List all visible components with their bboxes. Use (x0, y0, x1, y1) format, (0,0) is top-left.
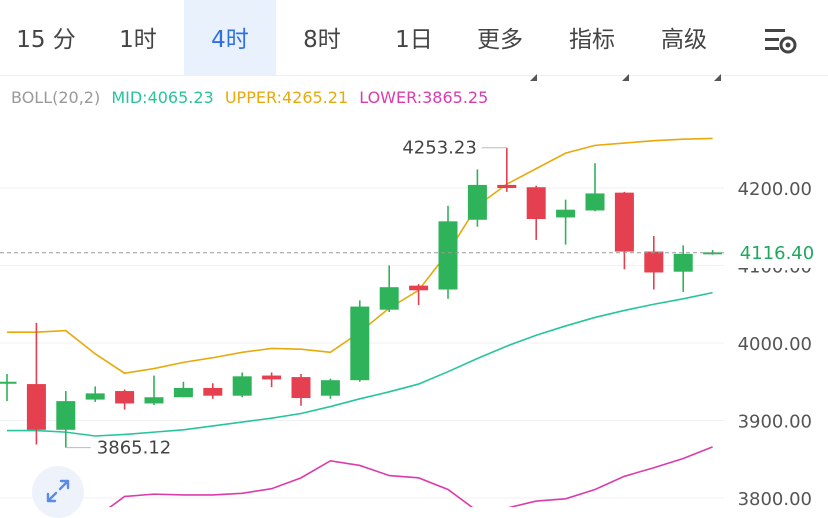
tab-label: 1时 (119, 27, 157, 53)
low-price-label: 3865.12 (97, 438, 171, 459)
candle-body (379, 287, 399, 310)
timeframe-bar: 15 分 1时 4时 8时 1日 更多 指标 高级 (0, 0, 828, 81)
dropdown-triangle-icon (714, 74, 721, 81)
candle-body (556, 209, 576, 218)
candle-body (232, 376, 252, 396)
tab-5[interactable]: 更多 (460, 0, 552, 81)
tab-2[interactable]: 4时 (184, 0, 276, 76)
tab-4[interactable]: 1日 (368, 0, 460, 76)
candle-body (173, 387, 193, 398)
dropdown-triangle-icon (530, 74, 537, 81)
candle-body (144, 397, 164, 404)
tab-0[interactable]: 15 分 (0, 0, 92, 76)
candle-body (644, 251, 664, 273)
y-tick-label: 3800.00 (738, 489, 812, 507)
candle-body (115, 391, 135, 404)
y-tick-label: 3900.00 (738, 412, 812, 433)
candle-body (85, 393, 105, 400)
candle-body (350, 306, 370, 381)
candle-body (56, 401, 76, 430)
tab-label: 更多 (477, 27, 537, 81)
candle-body (703, 252, 723, 255)
candle-body (291, 377, 311, 399)
boll-mid-line (7, 291, 713, 437)
candle-body (26, 384, 46, 430)
candle-body (673, 253, 693, 272)
candle-body (438, 221, 458, 290)
tab-label: 1日 (395, 27, 433, 53)
current-price-label: 4116.40 (726, 240, 828, 268)
tab-7[interactable]: 高级 (644, 0, 736, 81)
tab-label: 15 分 (16, 27, 76, 53)
tab-3[interactable]: 8时 (276, 0, 368, 76)
candle-body (203, 387, 223, 396)
tab-label: 高级 (661, 27, 721, 81)
tab-6[interactable]: 指标 (552, 0, 644, 81)
candle-body (0, 381, 17, 384)
candle-body (585, 193, 605, 211)
candle-body (526, 187, 546, 219)
candle-body (497, 184, 517, 188)
y-tick-label: 4000.00 (738, 334, 812, 355)
tab-label: 8时 (303, 27, 341, 53)
boll-upper-value: UPPER:4265.21 (224, 88, 349, 107)
candlestick-chart[interactable]: 4200.004100.004000.003900.003800.004253.… (0, 0, 828, 507)
y-tick-label: 4200.00 (738, 179, 812, 200)
candle-body (262, 375, 282, 380)
tab-label: 4时 (211, 27, 249, 53)
boll-legend: BOLL(20,2) MID:4065.23 UPPER:4265.21 LOW… (11, 88, 494, 107)
expand-arrows-icon (46, 479, 70, 503)
candle-body (320, 380, 340, 396)
dropdown-triangle-icon (622, 74, 629, 81)
boll-mid-value: MID:4065.23 (111, 88, 214, 107)
tab-1[interactable]: 1时 (92, 0, 184, 76)
chart-settings-icon[interactable] (764, 26, 798, 54)
candle-body (614, 192, 634, 252)
candle-body (409, 285, 429, 291)
tab-label: 指标 (569, 27, 629, 81)
expand-button[interactable] (32, 466, 84, 518)
boll-lower-line (108, 446, 713, 507)
boll-name: BOLL(20,2) (11, 88, 101, 107)
high-price-label: 4253.23 (402, 138, 476, 159)
boll-lower-value: LOWER:3865.25 (359, 88, 489, 107)
candle-body (467, 184, 487, 220)
